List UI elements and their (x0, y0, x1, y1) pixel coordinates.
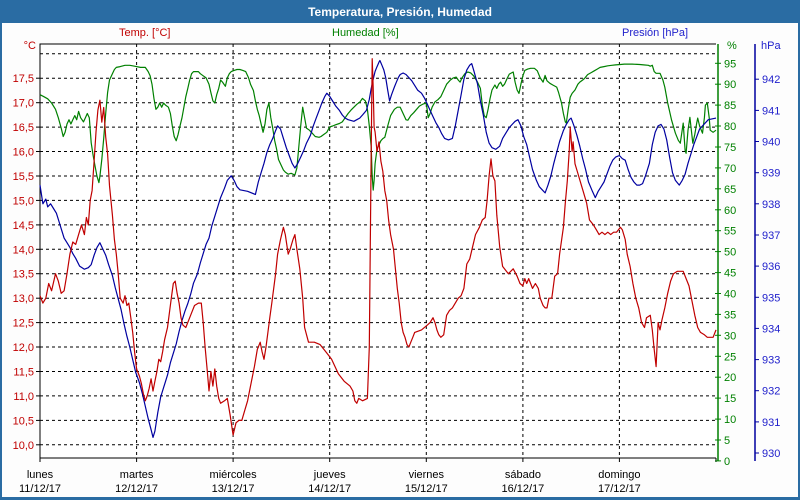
temp-tick-label: 16,0 (13, 147, 34, 159)
window-title-bar[interactable]: Temperatura, Presión, Humedad (2, 2, 798, 23)
legend-pressure: Presión [hPa] (622, 27, 689, 39)
pressure-tick-label: 933 (762, 355, 780, 367)
day-date-label: 14/12/17 (308, 483, 351, 495)
humidity-tick-label: 5 (724, 435, 730, 447)
pressure-tick-label: 937 (762, 230, 780, 242)
temp-tick-label: 12,0 (13, 342, 34, 354)
day-name-label: martes (120, 469, 154, 481)
humidity-tick-label: 50 (724, 247, 736, 259)
temp-tick-label: 10,0 (13, 440, 34, 452)
pressure-tick-label: 932 (762, 386, 780, 398)
day-date-label: 13/12/17 (212, 483, 255, 495)
humidity-tick-label: 0 (724, 456, 730, 468)
pressure-tick-label: 939 (762, 168, 780, 180)
pressure-tick-label: 940 (762, 137, 780, 149)
temp-tick-label: 13,0 (13, 293, 34, 305)
pressure-tick-label: 931 (762, 417, 780, 429)
humidity-tick-label: 60 (724, 205, 736, 217)
humidity-tick-label: 40 (724, 289, 736, 301)
humidity-tick-label: 45 (724, 268, 736, 280)
humidity-tick-label: 25 (724, 351, 736, 363)
temp-tick-label: 16,5 (13, 122, 34, 134)
pressure-tick-label: 930 (762, 448, 780, 460)
pressure-tick-label: 936 (762, 261, 780, 273)
series-pressure-line (39, 59, 717, 438)
humidity-tick-label: 10 (724, 414, 736, 426)
day-name-label: miércoles (210, 469, 258, 481)
day-name-label: domingo (598, 469, 640, 481)
humidity-tick-label: 55 (724, 226, 736, 238)
pressure-tick-label: 941 (762, 105, 780, 117)
day-date-label: 16/12/17 (501, 483, 544, 495)
pressure-tick-label: 934 (762, 323, 780, 335)
day-date-label: 17/12/17 (598, 483, 641, 495)
temp-tick-label: 14,0 (13, 244, 34, 256)
temp-tick-label: 15,5 (13, 171, 34, 183)
series-humidity-line (39, 63, 717, 191)
temp-tick-label: 11,5 (13, 367, 34, 379)
pressure-axis-unit-label: hPa (761, 40, 781, 52)
day-name-label: jueves (313, 469, 346, 481)
temp-tick-label: 17,5 (13, 73, 34, 85)
window-title: Temperatura, Presión, Humedad (308, 5, 492, 19)
pressure-tick-label: 942 (762, 74, 780, 86)
humidity-tick-label: 90 (724, 79, 736, 91)
series-temp-line (39, 58, 717, 436)
humidity-tick-label: 35 (724, 309, 736, 321)
temp-tick-label: 14,5 (13, 220, 34, 232)
humidity-tick-label: 95 (724, 58, 736, 70)
humidity-tick-label: 30 (724, 330, 736, 342)
temp-axis-unit-label: °C (23, 40, 36, 52)
humidity-tick-label: 15 (724, 393, 736, 405)
day-date-label: 15/12/17 (405, 483, 448, 495)
temp-tick-label: 11,0 (13, 391, 34, 403)
temp-tick-label: 10,5 (13, 415, 34, 427)
humidity-tick-label: 20 (724, 372, 736, 384)
legend-humidity: Humedad [%] (332, 27, 399, 39)
pressure-tick-label: 938 (762, 199, 780, 211)
day-name-label: viernes (409, 469, 445, 481)
pressure-tick-label: 935 (762, 292, 780, 304)
humidity-axis-unit-label: % (727, 40, 737, 52)
humidity-tick-label: 70 (724, 163, 736, 175)
legend-temp: Temp. [°C] (119, 27, 171, 39)
temp-tick-label: 17,0 (13, 98, 34, 110)
humidity-tick-label: 75 (724, 142, 736, 154)
humidity-tick-label: 65 (724, 184, 736, 196)
day-name-label: sábado (505, 469, 541, 481)
humidity-tick-label: 85 (724, 100, 736, 112)
day-date-label: 12/12/17 (115, 483, 158, 495)
day-date-label: 11/12/17 (19, 483, 61, 495)
plot-frame (39, 43, 716, 458)
temp-tick-label: 15,0 (13, 195, 34, 207)
temp-tick-label: 13,5 (13, 269, 34, 281)
temp-tick-label: 12,5 (13, 318, 34, 330)
humidity-tick-label: 80 (724, 121, 736, 133)
day-name-label: lunes (27, 469, 54, 481)
